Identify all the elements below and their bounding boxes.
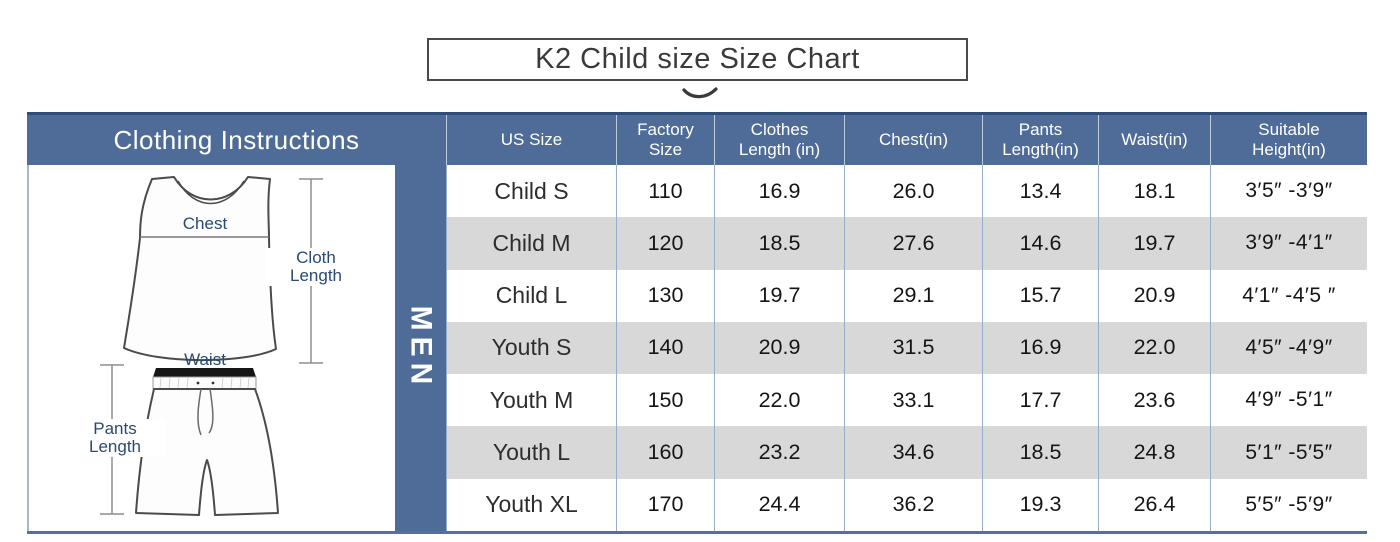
cell-pants-length: 15.7 xyxy=(982,269,1098,322)
cell-us-size: Youth M xyxy=(446,374,616,427)
clothing-instructions-panel: Clothing Instructions xyxy=(27,115,446,531)
col-header-pants-length: Pants Length(in) xyxy=(982,115,1098,165)
cell-pants-length: 18.5 xyxy=(982,426,1098,479)
cell-clothes-length: 16.9 xyxy=(714,165,844,218)
page-title: K2 Child size Size Chart xyxy=(535,43,860,75)
cell-factory-size: 160 xyxy=(616,426,714,479)
cell-chest: 36.2 xyxy=(844,478,982,531)
cell-suitable-height: 5′5″ -5′9″ xyxy=(1210,478,1367,531)
cell-clothes-length: 20.9 xyxy=(714,321,844,375)
cell-waist: 18.1 xyxy=(1098,165,1210,218)
cell-factory-size: 120 xyxy=(616,217,714,270)
col-header-chest: Chest(in) xyxy=(844,115,982,165)
col-header-us-size: US Size xyxy=(446,115,616,165)
cell-chest: 26.0 xyxy=(844,165,982,218)
cell-factory-size: 150 xyxy=(616,374,714,427)
cell-chest: 31.5 xyxy=(844,321,982,375)
cell-clothes-length: 22.0 xyxy=(714,374,844,427)
cell-factory-size: 110 xyxy=(616,165,714,218)
clothing-instructions-header: Clothing Instructions xyxy=(27,115,446,165)
cell-us-size: Child M xyxy=(446,217,616,270)
garment-diagram-icon xyxy=(100,176,323,516)
cloth-length-label: Cloth Length xyxy=(266,248,366,286)
cell-clothes-length: 19.7 xyxy=(714,269,844,322)
cell-pants-length: 16.9 xyxy=(982,321,1098,375)
cell-waist: 22.0 xyxy=(1098,321,1210,375)
col-header-suitable-height: Suitable Height(in) xyxy=(1210,115,1367,165)
cell-suitable-height: 4′9″ -5′1″ xyxy=(1210,374,1367,427)
cell-factory-size: 140 xyxy=(616,321,714,375)
men-category-band: MEN xyxy=(395,165,446,531)
size-data-grid: US Size Factory Size Clothes Length (in)… xyxy=(446,115,1367,531)
title-box: K2 Child size Size Chart xyxy=(427,38,968,81)
cell-waist: 19.7 xyxy=(1098,217,1210,270)
shorts-icon xyxy=(135,368,279,516)
cell-factory-size: 130 xyxy=(616,269,714,322)
cell-pants-length: 14.6 xyxy=(982,217,1098,270)
tank-top-icon xyxy=(123,176,277,362)
cell-us-size: Youth L xyxy=(446,426,616,479)
waist-label: Waist xyxy=(184,350,226,369)
cell-chest: 33.1 xyxy=(844,374,982,427)
col-header-factory-size: Factory Size xyxy=(616,115,714,165)
cell-us-size: Youth XL xyxy=(446,478,616,531)
cell-pants-length: 17.7 xyxy=(982,374,1098,427)
chest-label: Chest xyxy=(182,214,228,233)
cell-us-size: Child L xyxy=(446,269,616,322)
cell-clothes-length: 23.2 xyxy=(714,426,844,479)
cell-us-size: Youth S xyxy=(446,321,616,375)
cell-clothes-length: 18.5 xyxy=(714,217,844,270)
size-chart-table: Clothing Instructions xyxy=(27,112,1367,534)
cell-suitable-height: 4′1″ -4′5 ″ xyxy=(1210,269,1367,322)
col-header-clothes-length: Clothes Length (in) xyxy=(714,115,844,165)
cell-waist: 20.9 xyxy=(1098,269,1210,322)
cell-waist: 24.8 xyxy=(1098,426,1210,479)
cell-suitable-height: 4′5″ -4′9″ xyxy=(1210,321,1367,375)
cell-us-size: Child S xyxy=(446,165,616,218)
cell-waist: 23.6 xyxy=(1098,374,1210,427)
cell-pants-length: 13.4 xyxy=(982,165,1098,218)
garment-diagram-area: Chest Cloth Length Waist Pants Length ME… xyxy=(27,165,446,531)
cell-suitable-height: 5′1″ -5′5″ xyxy=(1210,426,1367,479)
cell-chest: 34.6 xyxy=(844,426,982,479)
cell-factory-size: 170 xyxy=(616,478,714,531)
cell-suitable-height: 3′5″ -3′9″ xyxy=(1210,165,1367,218)
col-header-waist: Waist(in) xyxy=(1098,115,1210,165)
cell-suitable-height: 3′9″ -4′1″ xyxy=(1210,217,1367,270)
pants-length-label: Pants Length xyxy=(65,419,165,457)
cell-pants-length: 19.3 xyxy=(982,478,1098,531)
cell-chest: 27.6 xyxy=(844,217,982,270)
cell-waist: 26.4 xyxy=(1098,478,1210,531)
cell-chest: 29.1 xyxy=(844,269,982,322)
cell-clothes-length: 24.4 xyxy=(714,478,844,531)
men-label: MEN xyxy=(404,305,438,391)
squiggle-divider-icon xyxy=(682,87,718,99)
